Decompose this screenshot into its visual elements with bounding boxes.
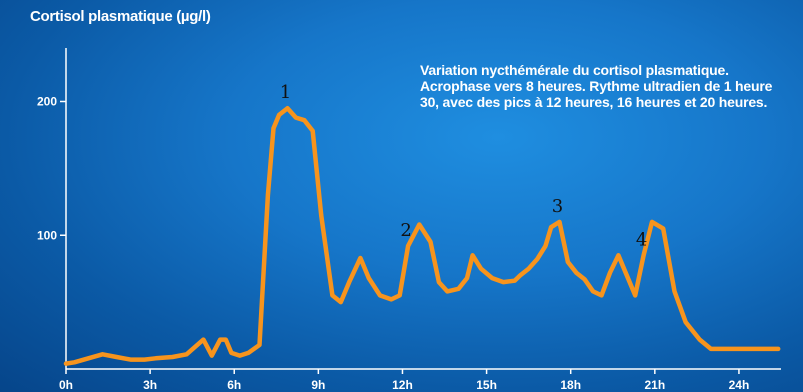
x-tick-label: 0h	[59, 378, 73, 392]
x-tick-label: 6h	[227, 378, 241, 392]
peak-label-3: 3	[552, 196, 563, 217]
x-tick-label: 24h	[729, 378, 750, 392]
peak-labels: 1 2 3 4	[280, 82, 648, 250]
chart-annotation: Variation nycthémérale du cortisol plasm…	[420, 62, 773, 110]
x-tick-label: 12h	[392, 378, 413, 392]
x-tick-label: 21h	[644, 378, 665, 392]
chart-title: Cortisol plasmatique (µg/l)	[30, 8, 211, 25]
peak-label-2: 2	[400, 220, 411, 241]
x-tick-label: 3h	[143, 378, 157, 392]
x-tick-label: 9h	[311, 378, 325, 392]
x-tick-label: 15h	[476, 378, 497, 392]
series-layer	[63, 105, 781, 366]
peak-label-4: 4	[636, 229, 647, 250]
axes: 100 200 0h 3h 6h 9h 12h 15h 18h 21h 24h	[37, 48, 781, 392]
peak-label-1: 1	[280, 82, 291, 103]
series-line	[63, 105, 781, 366]
x-tick-label: 18h	[560, 378, 581, 392]
y-tick-label: 200	[37, 95, 57, 109]
y-tick-label: 100	[37, 228, 57, 242]
